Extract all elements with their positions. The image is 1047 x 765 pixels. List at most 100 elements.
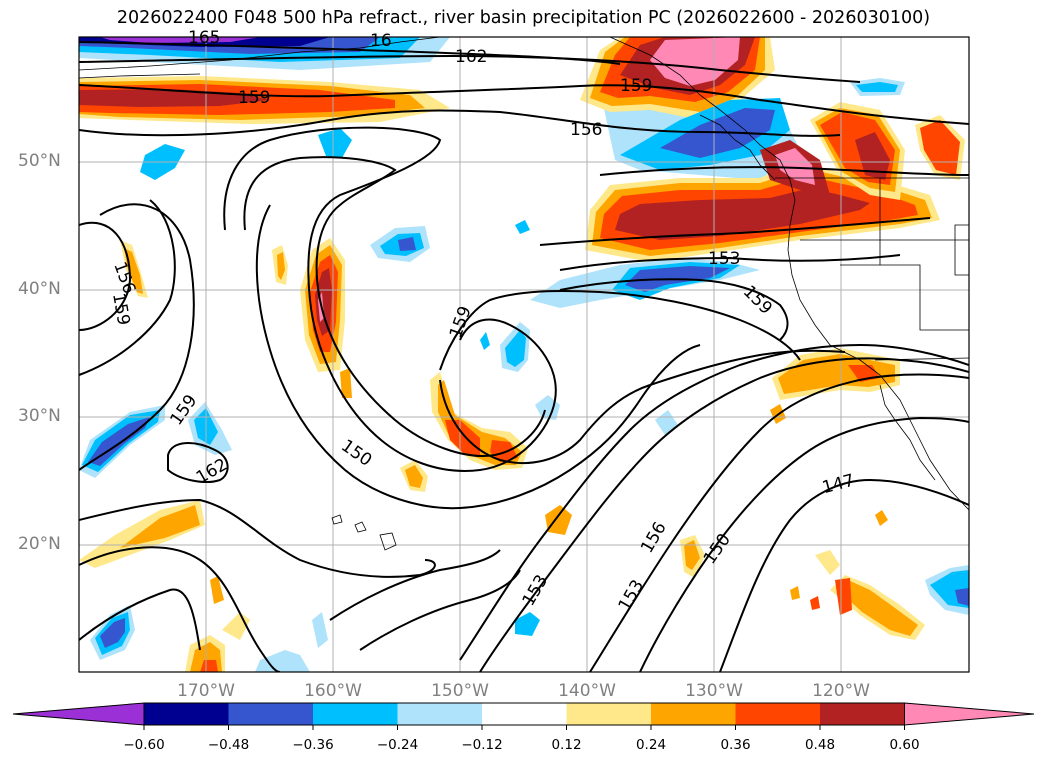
shade-east-coast-pink — [775, 148, 815, 185]
shade-ne-pink — [650, 37, 740, 86]
contour-label: 162 — [455, 47, 487, 67]
coast-alaska-panhandle — [609, 37, 791, 181]
colorbar-tick-label: −0.12 — [461, 737, 503, 753]
shade-blob-j — [535, 395, 560, 420]
colorbar-tick-marks — [143, 725, 905, 730]
colorbar-tick-label: −0.36 — [292, 737, 334, 753]
shade-blob-u — [790, 586, 800, 600]
colorbar-tick-label: −0.48 — [207, 737, 250, 753]
hawaii-2 — [354, 521, 367, 533]
coast-aleutians — [79, 73, 201, 79]
shade-top-left-purple — [100, 37, 260, 43]
shade-blob-e2 — [277, 252, 285, 280]
contour-south-3 — [79, 588, 201, 651]
contour-label: 165 — [188, 28, 220, 48]
shade-se-f — [955, 588, 969, 606]
lat-label-40n: 40°N — [18, 279, 61, 299]
shade-se-c — [835, 578, 852, 615]
contour-loop-east — [439, 349, 846, 464]
shade-blob-s — [655, 410, 678, 435]
shade-far-ne3b — [856, 82, 898, 92]
shade-blob-q — [515, 220, 530, 234]
colorbar-tick-label: 0.24 — [635, 737, 667, 753]
colorbar-swatch — [820, 703, 905, 725]
colorbar-swatch — [566, 703, 651, 725]
shade-blob-f — [340, 368, 352, 398]
graticule — [79, 37, 969, 672]
shaded-field — [79, 37, 969, 672]
colorbar-swatch — [482, 703, 567, 725]
lon-label-140w: 140°W — [558, 681, 616, 701]
colorbar-tick-label: 0.60 — [889, 737, 920, 753]
lat-label-30n: 30°N — [18, 406, 61, 426]
contour-label: 159 — [620, 76, 652, 96]
border-state-2 — [879, 178, 969, 331]
shade-far-ne-darkred — [855, 132, 890, 180]
map-title: 2026022400 F048 500 hPa refract., river … — [116, 8, 931, 28]
colorbar-swatch — [144, 703, 229, 725]
shade-east-band-darkred — [615, 188, 870, 240]
contour-label: 153 — [615, 577, 649, 615]
shade-blob-t — [875, 510, 888, 526]
contour-162-north — [79, 54, 861, 83]
shade-blob-v — [810, 596, 820, 610]
colorbar-swatch — [228, 703, 313, 725]
shade-blob-c3 — [398, 237, 416, 251]
contour-159-east — [559, 278, 789, 341]
contour-label: 153 — [708, 249, 740, 269]
contour-label: 150 — [337, 436, 375, 471]
lat-label-20n: 20°N — [18, 534, 61, 554]
colorbar-extend-low — [12, 702, 145, 726]
contour-156-north — [79, 109, 841, 137]
border-state-4 — [954, 224, 969, 276]
shade-blob-i — [480, 332, 490, 350]
shade-blob-o — [545, 505, 572, 535]
colorbar-swatch — [735, 703, 820, 725]
contour-label: 159 — [238, 88, 270, 108]
contour-trough-outer — [223, 126, 557, 472]
shade-blob-b — [318, 128, 352, 158]
contour-label: 16 — [370, 31, 392, 51]
colorbar-swatch — [397, 703, 482, 725]
lon-label-160w: 160°W — [304, 681, 362, 701]
contour-150 — [255, 204, 701, 510]
contour-156-mid — [539, 217, 931, 246]
contour-sw-2 — [359, 569, 521, 651]
contour-left-162 — [79, 203, 195, 471]
shade-145w-cyan — [505, 330, 526, 367]
colorbar-swatch — [313, 703, 398, 725]
contour-sw-1 — [329, 549, 501, 621]
contour-label: 156 — [570, 120, 602, 140]
contour-south-2 — [79, 546, 281, 672]
shade-blob-h2 — [405, 465, 423, 488]
contour-label: 159 — [108, 291, 133, 326]
shade-150w-red2 — [490, 440, 518, 462]
contour-left-159 — [79, 221, 132, 331]
contour-147 — [719, 478, 969, 672]
contour-label: 147 — [820, 471, 857, 499]
contour-159-mid — [599, 166, 969, 176]
shade-lower-left-blue3 — [100, 618, 125, 648]
contour-153-mid — [559, 254, 901, 271]
colorbar-tick-label: −0.24 — [376, 737, 419, 753]
contour-156-se — [589, 373, 969, 672]
shade-blob-m — [312, 612, 328, 648]
contour-162-loop — [167, 442, 229, 483]
shade-blob-k — [210, 576, 224, 604]
colorbar-swatch — [651, 703, 736, 725]
lon-label-120w: 120°W — [812, 681, 870, 701]
colorbar-tick-label: 0.36 — [720, 737, 751, 753]
colorbar-frame — [143, 702, 905, 726]
lat-label-50n: 50°N — [18, 151, 61, 171]
contour-label: 159 — [446, 304, 476, 341]
coast-baja — [879, 384, 936, 481]
shade-150w-red — [445, 420, 480, 455]
shade-lower-left-m — [255, 650, 310, 672]
shade-far-ne2b — [920, 120, 960, 175]
contour-159-inner — [439, 289, 801, 371]
contour-153-a — [459, 343, 969, 661]
hawaii-1 — [331, 514, 343, 525]
shade-se-orange — [838, 580, 918, 636]
hawaii-3 — [379, 532, 397, 551]
